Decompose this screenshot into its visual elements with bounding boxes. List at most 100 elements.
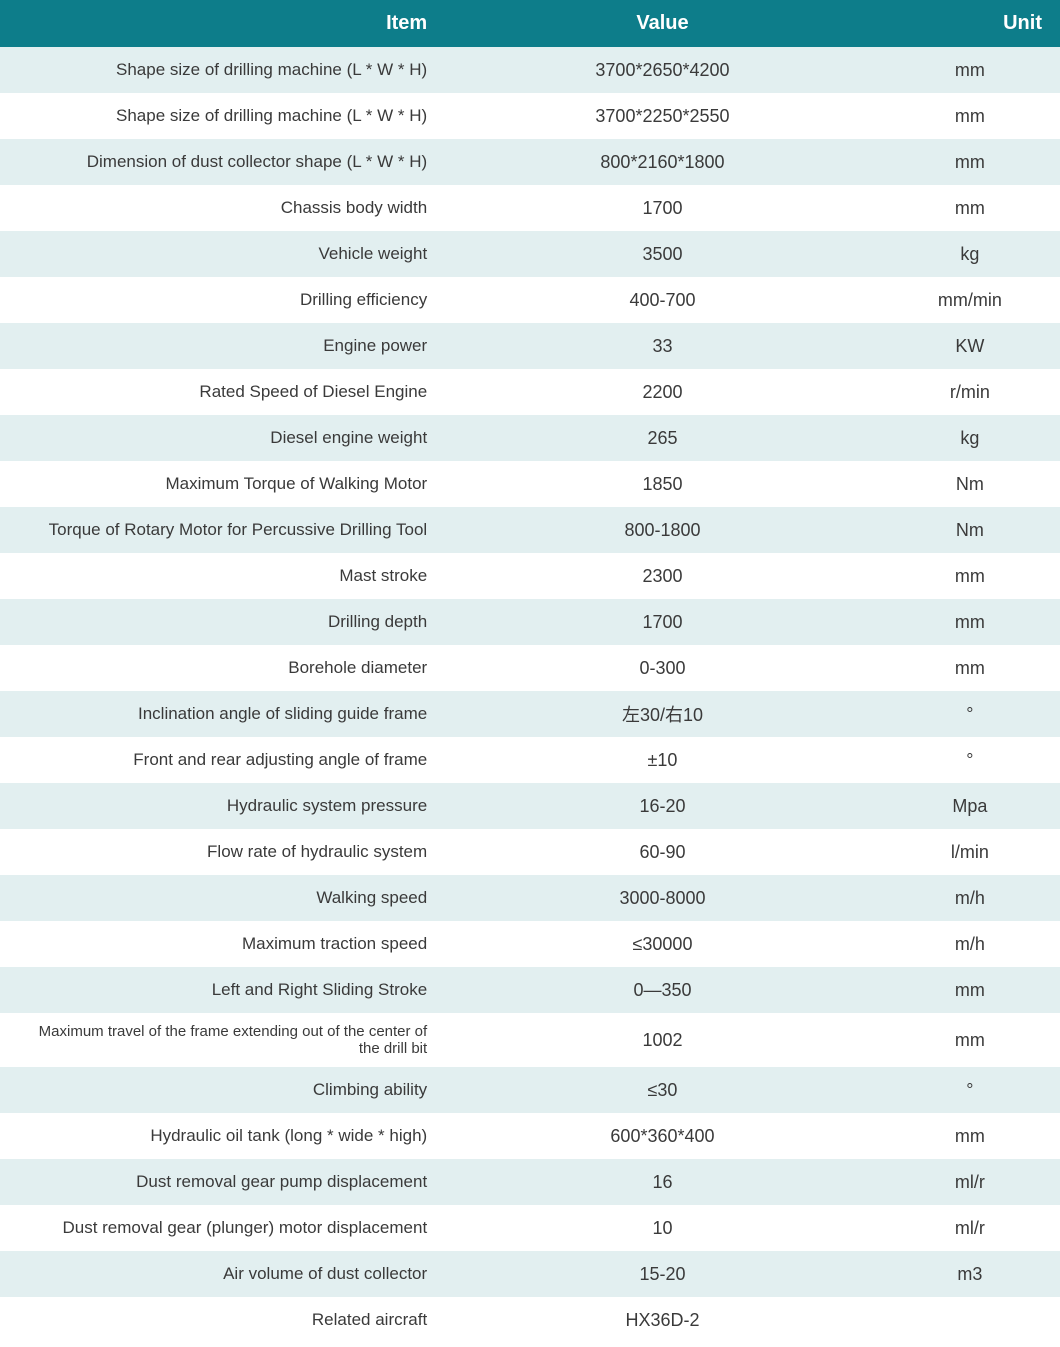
cell-unit: Nm <box>880 507 1060 553</box>
table-row: Chassis body width1700mm <box>0 185 1060 231</box>
cell-item: Dust removal gear (plunger) motor displa… <box>0 1205 445 1251</box>
table-row: Diesel engine weight265kg <box>0 415 1060 461</box>
table-row: Hydraulic oil tank (long * wide * high)6… <box>0 1113 1060 1159</box>
table-row: Drilling efficiency400-700mm/min <box>0 277 1060 323</box>
table-row: Dimension of dust collector shape (L * W… <box>0 139 1060 185</box>
cell-value: 1850 <box>445 461 880 507</box>
cell-item: Front and rear adjusting angle of frame <box>0 737 445 783</box>
cell-item: Chassis body width <box>0 185 445 231</box>
table-row: Front and rear adjusting angle of frame±… <box>0 737 1060 783</box>
cell-item: Hydraulic system pressure <box>0 783 445 829</box>
cell-value: ≤30000 <box>445 921 880 967</box>
table-row: Maximum traction speed≤30000m/h <box>0 921 1060 967</box>
cell-unit: kg <box>880 415 1060 461</box>
cell-item: Diesel engine weight <box>0 415 445 461</box>
cell-item: Drilling depth <box>0 599 445 645</box>
table-row: Borehole diameter0-300mm <box>0 645 1060 691</box>
cell-unit: mm <box>880 185 1060 231</box>
cell-value: 1002 <box>445 1013 880 1067</box>
cell-item: Inclination angle of sliding guide frame <box>0 691 445 737</box>
cell-item: Torque of Rotary Motor for Percussive Dr… <box>0 507 445 553</box>
cell-value: 2200 <box>445 369 880 415</box>
cell-unit: mm <box>880 47 1060 93</box>
cell-item: Maximum Torque of Walking Motor <box>0 461 445 507</box>
cell-value: HX36D-2 <box>445 1297 880 1343</box>
cell-value: ±10 <box>445 737 880 783</box>
table-row: Related aircraftHX36D-2 <box>0 1297 1060 1343</box>
cell-value: 10 <box>445 1205 880 1251</box>
cell-item: Vehicle weight <box>0 231 445 277</box>
cell-unit: m3 <box>880 1251 1060 1297</box>
cell-item: Dust removal gear pump displacement <box>0 1159 445 1205</box>
cell-value: 16-20 <box>445 783 880 829</box>
cell-value: 3000-8000 <box>445 875 880 921</box>
cell-value: 600*360*400 <box>445 1113 880 1159</box>
cell-value: 33 <box>445 323 880 369</box>
cell-unit: kg <box>880 231 1060 277</box>
cell-unit: r/min <box>880 369 1060 415</box>
table-row: Walking speed3000-8000m/h <box>0 875 1060 921</box>
cell-unit: ° <box>880 1067 1060 1113</box>
cell-unit: l/min <box>880 829 1060 875</box>
table-row: Maximum Torque of Walking Motor1850Nm <box>0 461 1060 507</box>
cell-unit: mm <box>880 93 1060 139</box>
cell-unit: KW <box>880 323 1060 369</box>
header-item: Item <box>0 0 445 47</box>
table-row: Torque of Rotary Motor for Percussive Dr… <box>0 507 1060 553</box>
table-row: Mast stroke2300mm <box>0 553 1060 599</box>
table-body: Shape size of drilling machine (L * W * … <box>0 47 1060 1343</box>
cell-unit: ° <box>880 691 1060 737</box>
cell-unit: mm <box>880 1113 1060 1159</box>
table-row: Maximum travel of the frame extending ou… <box>0 1013 1060 1067</box>
cell-value: 0—350 <box>445 967 880 1013</box>
cell-value: 1700 <box>445 599 880 645</box>
table-row: Air volume of dust collector15-20m3 <box>0 1251 1060 1297</box>
cell-value: ≤30 <box>445 1067 880 1113</box>
cell-item: Dimension of dust collector shape (L * W… <box>0 139 445 185</box>
cell-item: Climbing ability <box>0 1067 445 1113</box>
cell-unit: mm <box>880 553 1060 599</box>
cell-unit: mm <box>880 967 1060 1013</box>
cell-item: Rated Speed of Diesel Engine <box>0 369 445 415</box>
cell-value: 16 <box>445 1159 880 1205</box>
cell-item: Maximum travel of the frame extending ou… <box>0 1013 445 1067</box>
cell-unit: Mpa <box>880 783 1060 829</box>
cell-item: Drilling efficiency <box>0 277 445 323</box>
cell-value: 400-700 <box>445 277 880 323</box>
cell-value: 15-20 <box>445 1251 880 1297</box>
table-row: Flow rate of hydraulic system60-90l/min <box>0 829 1060 875</box>
cell-unit: mm <box>880 645 1060 691</box>
cell-value: 1700 <box>445 185 880 231</box>
cell-value: 左30/右10 <box>445 691 880 737</box>
cell-item: Left and Right Sliding Stroke <box>0 967 445 1013</box>
table-header: Item Value Unit <box>0 0 1060 47</box>
table-row: Left and Right Sliding Stroke0—350mm <box>0 967 1060 1013</box>
cell-unit: m/h <box>880 921 1060 967</box>
cell-value: 2300 <box>445 553 880 599</box>
cell-value: 3700*2650*4200 <box>445 47 880 93</box>
cell-unit: ml/r <box>880 1205 1060 1251</box>
cell-unit: mm <box>880 599 1060 645</box>
cell-item: Related aircraft <box>0 1297 445 1343</box>
cell-value: 0-300 <box>445 645 880 691</box>
cell-item: Borehole diameter <box>0 645 445 691</box>
cell-value: 60-90 <box>445 829 880 875</box>
cell-value: 800*2160*1800 <box>445 139 880 185</box>
header-value: Value <box>445 0 880 47</box>
cell-item: Maximum traction speed <box>0 921 445 967</box>
table-row: Hydraulic system pressure16-20Mpa <box>0 783 1060 829</box>
cell-unit: ° <box>880 737 1060 783</box>
cell-item: Engine power <box>0 323 445 369</box>
cell-unit <box>880 1297 1060 1343</box>
cell-item: Mast stroke <box>0 553 445 599</box>
header-unit: Unit <box>880 0 1060 47</box>
table-row: Inclination angle of sliding guide frame… <box>0 691 1060 737</box>
cell-item: Shape size of drilling machine (L * W * … <box>0 47 445 93</box>
cell-value: 3500 <box>445 231 880 277</box>
table-row: Drilling depth1700mm <box>0 599 1060 645</box>
cell-value: 265 <box>445 415 880 461</box>
cell-item: Flow rate of hydraulic system <box>0 829 445 875</box>
cell-item: Air volume of dust collector <box>0 1251 445 1297</box>
table-row: Climbing ability≤30° <box>0 1067 1060 1113</box>
cell-unit: mm <box>880 1013 1060 1067</box>
